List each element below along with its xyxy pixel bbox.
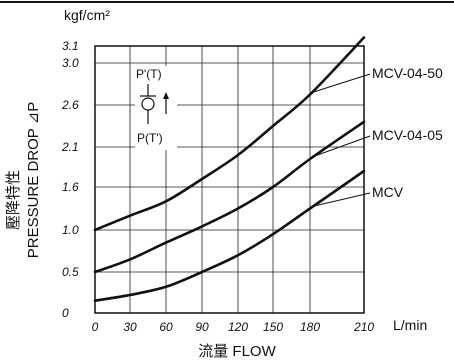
y-tick-label: 1.0 <box>62 223 79 237</box>
series-leader-line <box>311 135 371 158</box>
x-axis-title: 流量 FLOW <box>198 343 276 360</box>
y-tick-label: 2.1 <box>61 140 79 154</box>
series-leader-line <box>311 192 371 207</box>
y-axis-title: PRESSURE DROP ⊿P <box>25 102 42 259</box>
y-tick-label: 1.6 <box>62 180 79 194</box>
series-label: MCV <box>372 184 404 200</box>
series-label: MCV-04-05 <box>372 127 443 143</box>
x-tick-label: 210 <box>353 320 374 334</box>
x-tick-label: 180 <box>300 320 320 334</box>
y-tick-label: 0 <box>62 306 69 320</box>
series-curve <box>93 169 366 302</box>
y-unit: kgf/cm² <box>64 7 110 23</box>
x-unit: L/min <box>393 317 427 333</box>
check-valve-symbol: P'(T) P(T') <box>135 66 177 150</box>
series-curve <box>93 36 366 232</box>
y-tick-label: 0.5 <box>62 265 79 279</box>
y-tick-label: 3.0 <box>62 56 79 70</box>
y-axis-title-cjk: 壓降特性 <box>5 170 22 230</box>
x-tick-label: 0 <box>92 320 99 334</box>
series-labels: MCV-04-50 MCV-04-05 MCV <box>311 65 443 207</box>
plot-frame <box>94 45 365 314</box>
x-tick-label: 120 <box>228 320 248 334</box>
symbol-bottom-label: P(T') <box>137 131 163 145</box>
x-tick-labels: 0 30 60 90 120 150 180 210 <box>92 320 375 334</box>
symbol-top-label: P'(T) <box>136 67 162 81</box>
y-tick-labels: 0 0.5 1.0 1.6 2.1 2.6 3.0 3.1 <box>61 39 79 320</box>
series-curve <box>93 120 366 274</box>
x-tick-label: 150 <box>263 320 283 334</box>
series-curves <box>93 36 366 302</box>
x-tick-label: 90 <box>195 320 209 334</box>
flow-arrow-up-icon <box>163 92 169 99</box>
x-tick-label: 60 <box>159 320 173 334</box>
y-tick-label: 3.1 <box>62 39 79 53</box>
y-tick-label: 2.6 <box>61 98 79 112</box>
symbol-backdrop <box>135 66 177 150</box>
series-label: MCV-04-50 <box>372 65 443 81</box>
series-leader-line <box>311 73 371 93</box>
x-tick-label: 30 <box>123 320 137 334</box>
